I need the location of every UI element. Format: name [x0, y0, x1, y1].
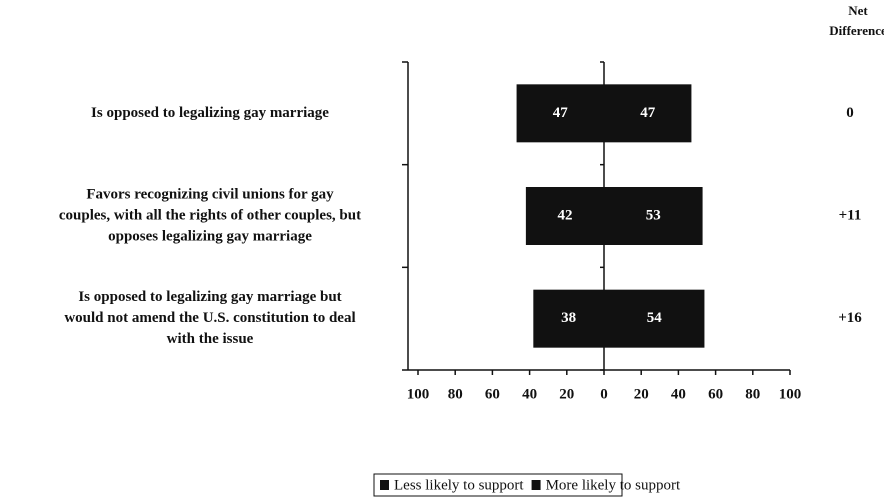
- x-tick-label: 0: [600, 386, 608, 402]
- x-tick-label: 40: [522, 386, 537, 402]
- bar-value-label: 42: [557, 207, 572, 223]
- x-tick-label: 80: [745, 386, 760, 402]
- legend-label: More likely to support: [546, 477, 681, 493]
- bar: [516, 84, 604, 143]
- x-tick-label: 40: [671, 386, 686, 402]
- net-difference: +11: [839, 207, 862, 223]
- bar: [604, 289, 705, 348]
- bar: [533, 289, 604, 348]
- net-difference-title: Difference: [829, 23, 884, 38]
- x-tick-label: 60: [485, 386, 500, 402]
- bar-value-label: 38: [561, 310, 576, 326]
- legend-box: [373, 473, 623, 497]
- bar-value-label: 53: [646, 207, 661, 223]
- x-tick-label: 60: [708, 386, 723, 402]
- category-label: Is opposed to legalizing gay marriage: [91, 105, 329, 121]
- legend-swatch: [531, 480, 541, 490]
- category-label: Is opposed to legalizing gay marriage bu…: [78, 289, 341, 305]
- category-label: would not amend the U.S. constitution to…: [64, 310, 355, 326]
- x-tick-label: 80: [448, 386, 463, 402]
- net-difference: 0: [846, 105, 854, 121]
- bar-value-label: 54: [647, 310, 663, 326]
- bar: [525, 187, 604, 245]
- bar: [604, 84, 692, 143]
- x-tick-label: 100: [407, 386, 430, 402]
- legend-swatch: [380, 480, 389, 490]
- net-difference-title: Net: [848, 3, 868, 18]
- category-label: Favors recognizing civil unions for gay: [86, 186, 334, 202]
- x-tick-label: 100: [779, 386, 802, 402]
- bar-value-label: 47: [640, 105, 656, 121]
- legend-label: Less likely to support: [394, 477, 524, 493]
- x-tick-label: 20: [559, 386, 574, 402]
- x-tick-label: 20: [634, 386, 649, 402]
- category-label: with the issue: [167, 331, 254, 347]
- category-label: opposes legalizing gay marriage: [108, 228, 312, 244]
- net-difference: +16: [838, 310, 862, 326]
- bar: [604, 187, 703, 245]
- category-label: couples, with all the rights of other co…: [59, 207, 361, 223]
- bar-value-label: 47: [553, 105, 569, 121]
